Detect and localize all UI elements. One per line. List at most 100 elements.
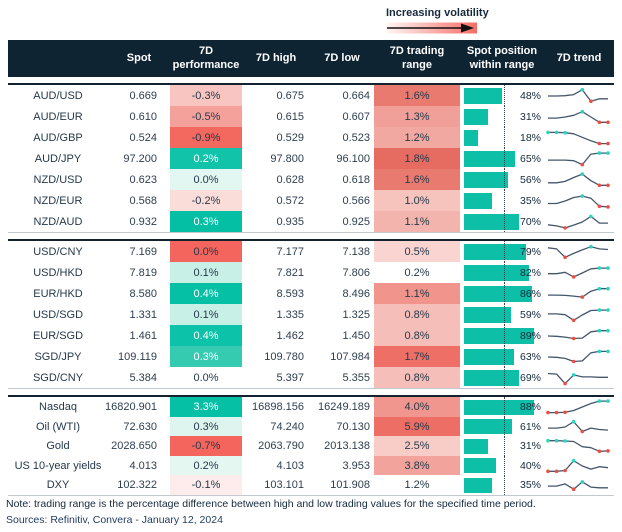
position-percent-label: 18% <box>519 131 541 144</box>
midpoint-dotted-line <box>504 397 505 417</box>
position-bar <box>464 285 532 302</box>
position-percent-label: 61% <box>519 420 541 433</box>
trading-range-cell: 0.8% <box>374 367 460 388</box>
instrument-label: US 10-year yields <box>14 459 102 472</box>
instrument-label: USD/HKD <box>33 266 83 279</box>
position-percent-label: 35% <box>519 194 541 207</box>
trading-range-cell: 1.0% <box>374 190 460 211</box>
spot-position-cell: 31% <box>460 106 544 127</box>
low-value: 7.806 <box>342 266 370 279</box>
table-row: EUR/HKD 8.580 0.4% 8.593 8.496 1.1% 86% <box>8 283 614 304</box>
trading-range-cell: 1.6% <box>374 85 460 106</box>
instrument-label: Nasdaq <box>39 401 77 413</box>
table-row: AUD/JPY 97.200 0.2% 97.800 96.100 1.8% 65% <box>8 148 614 169</box>
trading-range-cell: 1.8% <box>374 148 460 169</box>
table-row: USD/CNY 7.169 0.0% 7.177 7.138 0.5% 79% <box>8 241 614 262</box>
position-percent-label: 35% <box>519 479 541 492</box>
performance-cell: 0.3% <box>170 346 242 367</box>
trading-range-cell: 1.3% <box>374 106 460 127</box>
spot-position-cell: 59% <box>460 304 544 325</box>
position-bar <box>464 129 479 146</box>
trading-range-cell: 0.2% <box>374 262 460 283</box>
header-7d-low: 7D low <box>324 51 360 64</box>
spot-position-cell: 89% <box>460 325 544 346</box>
spot-value: 0.568 <box>129 194 157 207</box>
midpoint-dotted-line <box>504 148 505 169</box>
trading-range-cell: 1.2% <box>374 127 460 148</box>
position-percent-label: 86% <box>519 287 541 300</box>
low-value: 0.566 <box>342 194 370 207</box>
low-value: 16249.189 <box>318 401 370 413</box>
low-value: 96.100 <box>336 152 370 165</box>
instrument-label: EUR/SGD <box>32 329 84 342</box>
high-value: 5.397 <box>276 371 304 384</box>
trading-range-cell: 5.9% <box>374 416 460 437</box>
position-bar <box>464 327 535 344</box>
trend-cell <box>544 169 614 190</box>
position-percent-label: 65% <box>519 152 541 165</box>
position-bar <box>464 399 534 415</box>
high-value: 2063.790 <box>258 440 304 453</box>
spot-value: 7.169 <box>129 245 157 258</box>
high-value: 103.101 <box>264 479 304 492</box>
low-value: 5.355 <box>342 371 370 384</box>
trading-range-cell: 0.8% <box>374 325 460 346</box>
trend-cell <box>544 325 614 346</box>
performance-cell: 0.1% <box>170 304 242 325</box>
performance-cell: -0.7% <box>170 436 242 457</box>
trading-range-cell: 1.7% <box>374 346 460 367</box>
position-percent-label: 56% <box>519 173 541 186</box>
performance-cell: 0.0% <box>170 241 242 262</box>
trend-cell <box>544 436 614 456</box>
sparkline-chart <box>548 150 610 166</box>
trend-cell <box>544 475 614 495</box>
header-spot: Spot <box>126 51 152 64</box>
performance-cell: 0.4% <box>170 283 242 304</box>
high-value: 0.615 <box>276 110 304 123</box>
high-value: 0.529 <box>276 131 304 144</box>
spot-position-cell: 69% <box>460 367 544 388</box>
spot-value: 0.932 <box>129 215 157 228</box>
midpoint-dotted-line <box>504 169 505 190</box>
position-bar <box>464 348 514 365</box>
low-value: 0.925 <box>342 215 370 228</box>
low-value: 1.325 <box>342 308 370 321</box>
instrument-label: AUD/USD <box>33 89 83 102</box>
spot-value: 109.119 <box>118 350 157 363</box>
instrument-label: NZD/USD <box>33 173 83 186</box>
sparkline-chart <box>548 193 610 209</box>
sparkline-chart <box>548 109 610 124</box>
high-value: 0.935 <box>276 215 304 228</box>
midpoint-dotted-line <box>504 85 505 106</box>
position-bar <box>464 419 513 435</box>
table-row: DXY 102.322 -0.1% 103.101 101.908 1.2% 35% <box>8 475 614 496</box>
performance-cell: 0.1% <box>170 262 242 283</box>
spot-value: 1.331 <box>129 308 157 321</box>
high-value: 0.572 <box>276 194 304 207</box>
trend-cell <box>544 417 614 437</box>
spot-position-cell: 65% <box>460 148 544 169</box>
instrument-label: NZD/EUR <box>33 194 83 207</box>
sparkline-chart <box>547 244 609 259</box>
spot-position-cell: 88% <box>460 397 544 417</box>
low-value: 101.908 <box>330 479 370 492</box>
sparkline-chart <box>547 214 608 230</box>
low-value: 0.664 <box>342 89 370 102</box>
low-value: 0.618 <box>342 173 370 186</box>
header-spot-position: Spot position within range <box>466 44 538 71</box>
low-value: 1.450 <box>342 329 370 342</box>
position-percent-label: 31% <box>519 440 541 453</box>
midpoint-dotted-line <box>504 455 505 476</box>
instrument-label: Gold <box>46 440 70 453</box>
table-row: NZD/AUD 0.932 0.3% 0.935 0.925 1.1% 70% <box>8 211 614 232</box>
table-row: US 10-year yields 4.013 0.2% 4.103 3.953 3.8%… <box>8 455 614 476</box>
table-row: Gold 2028.650 -0.7% 2063.790 2013.138 2.5% 31% <box>8 436 614 457</box>
high-value: 8.593 <box>276 287 304 300</box>
sparkline-chart <box>548 307 610 322</box>
trend-cell <box>544 367 614 388</box>
trend-cell <box>544 283 614 304</box>
sparkline-chart <box>548 286 610 299</box>
spot-position-cell: 61% <box>460 416 544 437</box>
performance-cell: 0.3% <box>170 416 242 437</box>
spot-position-cell: 79% <box>460 241 544 262</box>
